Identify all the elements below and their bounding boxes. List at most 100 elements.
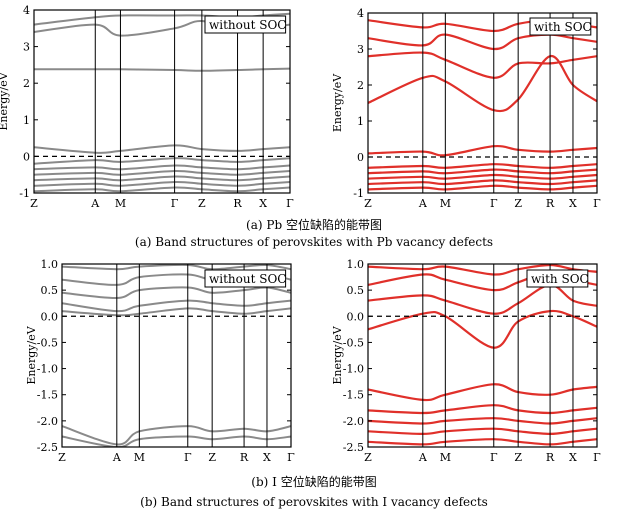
y-tick-label: 0.5 [41, 284, 59, 297]
band-line-B4 [62, 264, 291, 271]
band-line-VB3 [368, 173, 597, 180]
y-axis-label: Energy/eV [331, 73, 344, 132]
band-line-V4 [368, 438, 597, 446]
band-line-V1 [62, 425, 291, 446]
x-tick-label: X [569, 451, 577, 464]
legend-label: with SOC [531, 272, 589, 286]
y-tick-label: 0.5 [347, 284, 365, 297]
y-tick-label: -0.5 [343, 336, 364, 349]
x-tick-label: A [112, 451, 122, 464]
band-line-VB4 [368, 179, 597, 186]
band-line-V2 [368, 417, 597, 425]
caption-a-en: (a) Band structures of perovskites with … [135, 235, 493, 249]
y-tick-label: -2.5 [343, 441, 364, 454]
band-line-CB2 [368, 51, 597, 79]
y-tick-label: 1 [357, 115, 364, 128]
caption-b-en: (b) Band structures of perovskites with … [140, 495, 488, 509]
legend-box [204, 15, 287, 34]
band-line-CB1 [34, 67, 290, 72]
band-line-VB4 [34, 175, 290, 182]
band-line-B1 [368, 283, 597, 315]
panel-a-left: -1 0 1 2 3 4 Z A M Γ Z R X Γ Energy/eV without SOC [0, 4, 294, 210]
band-line-VB6 [34, 186, 290, 193]
x-tick-label: M [440, 197, 451, 210]
x-tick-label: M [115, 197, 126, 210]
y-tick-label: 2 [357, 79, 364, 92]
x-tick-label: A [418, 451, 428, 464]
legend-label: without SOC [209, 272, 287, 286]
x-tick-label: Γ [593, 451, 601, 464]
y-tick-label: -1.0 [37, 363, 58, 376]
x-tick-label: Z [208, 451, 216, 464]
x-tick-label: Γ [286, 197, 294, 210]
y-tick-label: 3 [23, 41, 30, 54]
band-line-VB2 [34, 164, 290, 171]
x-tick-label: Z [514, 451, 522, 464]
x-tick-label: Γ [171, 197, 179, 210]
bands-a-right [368, 19, 597, 191]
x-tick-label: A [418, 197, 428, 210]
band-line-CB1 [368, 55, 597, 113]
y-tick-label: 4 [357, 7, 364, 20]
panel-b-left: -2.5 -2.0 -1.5 -1.0 -0.5 0.0 0.5 1.0 Z A M Γ Z R X Γ Ene… [25, 258, 295, 464]
band-line-VB3 [34, 169, 290, 176]
caption-a-cn: (a) Pb 空位缺陷的能带图 [246, 217, 382, 232]
y-axis-label: Energy/eV [25, 325, 38, 384]
x-tick-label: Z [58, 451, 66, 464]
plot-frame [367, 263, 598, 448]
plot-frame [61, 263, 292, 448]
band-line-VB1 [368, 163, 597, 169]
y-tick-label: 3 [357, 43, 364, 56]
y-tick-label: 0 [23, 150, 30, 163]
y-tick-label: 0.0 [41, 310, 59, 323]
x-tick-label: R [546, 451, 555, 464]
y-tick-label: 0.0 [347, 310, 365, 323]
y-tick-label: 2 [23, 77, 30, 90]
legend-box [204, 269, 287, 288]
y-tick-label: -1 [19, 187, 30, 200]
bands-b-right [368, 264, 597, 446]
y-tick-label: -1.5 [343, 389, 364, 402]
y-axis-label: Energy/eV [0, 71, 10, 130]
legend-box [526, 269, 589, 288]
y-tick-label: -2.5 [37, 441, 58, 454]
x-tick-label: M [134, 451, 145, 464]
x-tick-label: M [440, 451, 451, 464]
y-tick-label: -0.5 [37, 336, 58, 349]
y-tick-label: 0 [357, 151, 364, 164]
x-tick-label: R [240, 451, 249, 464]
y-tick-label: -1 [353, 187, 364, 200]
x-tick-label: Z [30, 197, 38, 210]
y-tick-label: 1.0 [41, 258, 59, 271]
x-tick-label: R [546, 197, 555, 210]
bands-a-left [34, 12, 290, 193]
x-tick-label: Z [198, 197, 206, 210]
y-tick-label: -1.0 [343, 363, 364, 376]
x-tick-label: Γ [490, 451, 498, 464]
band-line-VB2 [368, 168, 597, 175]
band-line-CB3 [368, 33, 597, 51]
band-line-VB5 [34, 180, 290, 187]
panel-b-right: -2.5 -2.0 -1.5 -1.0 -0.5 0.0 0.5 1.0 Z A M Γ Z R X Γ Ene… [331, 258, 601, 464]
band-line-B2 [62, 286, 291, 300]
band-line-VB0 [368, 144, 597, 157]
band-line-V3 [368, 427, 597, 436]
x-tick-label: X [259, 197, 267, 210]
legend-label: with SOC [534, 20, 592, 34]
x-tick-label: Z [364, 197, 372, 210]
x-tick-label: Z [364, 451, 372, 464]
x-tick-label: Γ [184, 451, 192, 464]
x-tick-label: Γ [490, 197, 498, 210]
y-tick-label: 4 [23, 4, 30, 17]
band-line-VB5 [368, 184, 597, 191]
x-tick-label: Γ [593, 197, 601, 210]
plot-frame [33, 9, 291, 194]
x-tick-label: Z [514, 197, 522, 210]
band-line-VB0 [34, 144, 290, 154]
y-tick-label: 1 [23, 114, 30, 127]
legend-label: without SOC [209, 18, 287, 32]
band-line-B1 [62, 299, 291, 313]
band-line-B0 [368, 309, 597, 349]
band-line-B3 [368, 264, 597, 276]
